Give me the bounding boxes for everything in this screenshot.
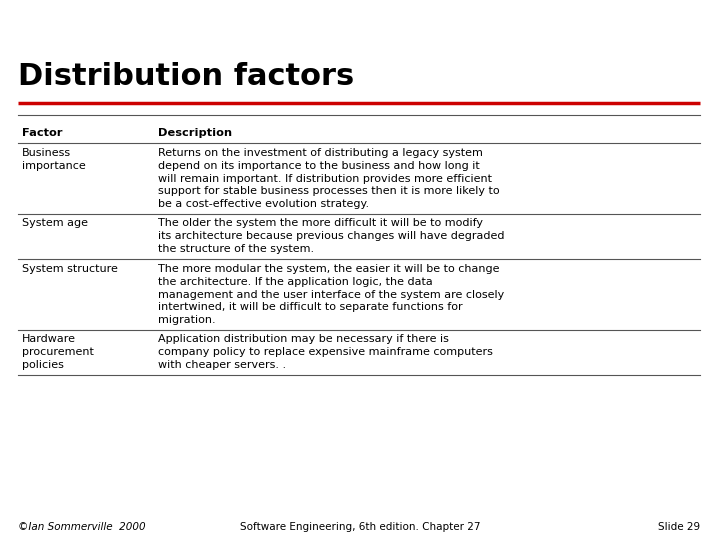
Text: ©Ian Sommerville  2000: ©Ian Sommerville 2000 (18, 522, 145, 532)
Text: Description: Description (158, 128, 233, 138)
Text: Returns on the investment of distributing a legacy system
depend on its importan: Returns on the investment of distributin… (158, 148, 500, 209)
Text: Business
importance: Business importance (22, 148, 86, 171)
Text: The older the system the more difficult it will be to modify
its architecture be: The older the system the more difficult … (158, 219, 505, 254)
Text: System structure: System structure (22, 264, 118, 274)
Text: The more modular the system, the easier it will be to change
the architecture. I: The more modular the system, the easier … (158, 264, 505, 325)
Text: Slide 29: Slide 29 (658, 522, 700, 532)
Text: Application distribution may be necessary if there is
company policy to replace : Application distribution may be necessar… (158, 334, 493, 370)
Text: Software Engineering, 6th edition. Chapter 27: Software Engineering, 6th edition. Chapt… (240, 522, 480, 532)
Text: System age: System age (22, 219, 88, 228)
Text: Distribution factors: Distribution factors (18, 62, 354, 91)
Text: Factor: Factor (22, 128, 63, 138)
Text: Hardware
procurement
policies: Hardware procurement policies (22, 334, 94, 370)
